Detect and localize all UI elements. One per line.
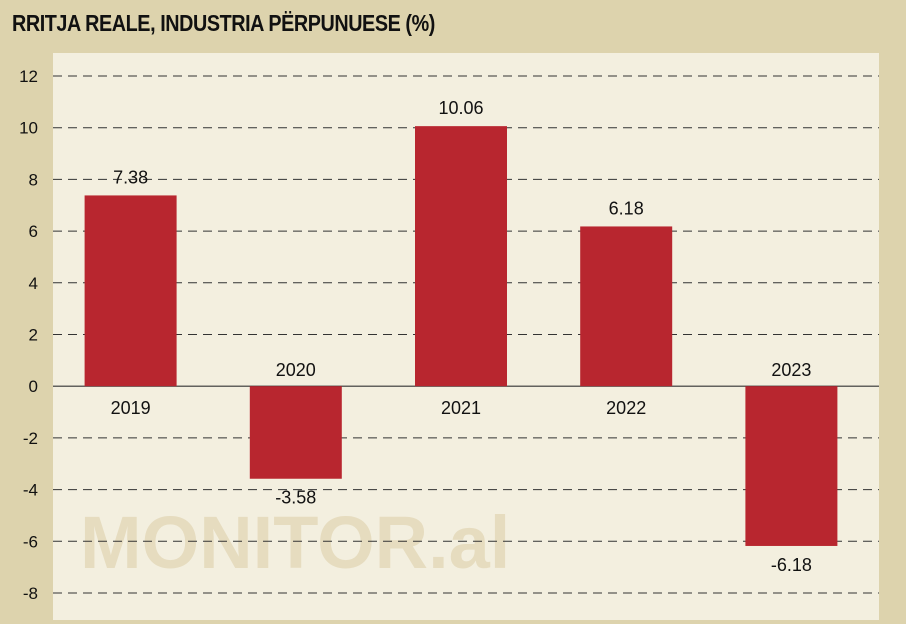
y-tick-label: -4 <box>23 481 38 500</box>
bar-2023 <box>745 386 838 546</box>
y-tick-label: 8 <box>29 170 38 189</box>
data-label: 6.18 <box>609 198 644 218</box>
bar-2021 <box>415 126 507 387</box>
y-tick-label: -6 <box>23 532 38 551</box>
bar-2022 <box>580 226 673 387</box>
data-label: -3.58 <box>275 488 316 508</box>
y-tick-label: 12 <box>19 67 38 86</box>
y-tick-label: 4 <box>29 274 38 293</box>
y-tick-label: 0 <box>29 377 38 396</box>
category-label: 2020 <box>276 360 316 380</box>
y-tick-label: 6 <box>29 222 38 241</box>
category-label: 2022 <box>606 398 646 418</box>
bar-2020 <box>249 386 342 479</box>
category-label: 2021 <box>441 398 481 418</box>
data-label: -6.18 <box>771 555 812 575</box>
bar-2019 <box>84 195 177 387</box>
y-tick-label: 10 <box>19 119 38 138</box>
category-label: 2023 <box>771 360 811 380</box>
category-label: 2019 <box>111 398 151 418</box>
watermark: MONITOR.al <box>80 501 510 584</box>
data-label: 7.38 <box>113 167 148 187</box>
y-tick-label: 2 <box>29 326 38 345</box>
y-tick-label: -8 <box>23 584 38 603</box>
y-tick-label: -2 <box>23 429 38 448</box>
data-label: 10.06 <box>438 98 483 118</box>
chart-title: RRITJA REALE, INDUSTRIA PËRPUNUESE (%) <box>12 10 435 36</box>
